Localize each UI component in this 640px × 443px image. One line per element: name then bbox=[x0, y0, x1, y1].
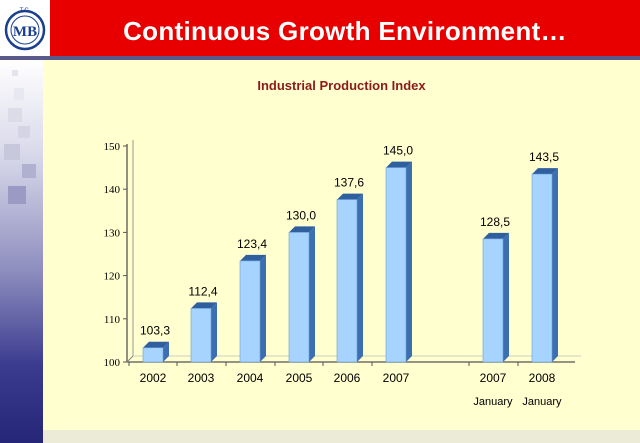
bar-side-face bbox=[163, 341, 169, 362]
x-tick-label: 2005 bbox=[286, 371, 313, 385]
y-tick-label: 150 bbox=[104, 141, 121, 153]
ministry-logo-icon: T.C. MB bbox=[4, 8, 46, 51]
x-tick-label: 2004 bbox=[237, 371, 264, 385]
bar bbox=[385, 167, 407, 363]
bar-top-face bbox=[240, 254, 266, 261]
bar bbox=[482, 238, 504, 363]
bar bbox=[288, 232, 310, 363]
y-tick-label: 130 bbox=[104, 227, 121, 239]
data-label: 123,4 bbox=[237, 237, 267, 251]
data-label: 145,0 bbox=[383, 144, 413, 158]
data-label: 112,4 bbox=[188, 284, 217, 298]
bar-top-face bbox=[483, 232, 509, 239]
page-title: Continuous Growth Environment… bbox=[123, 16, 567, 46]
bar bbox=[336, 199, 358, 363]
bar-top-face bbox=[289, 226, 315, 233]
data-label: 143,5 bbox=[529, 150, 559, 164]
header-bar: T.C. MB Continuous Growth Environment… bbox=[0, 0, 640, 56]
bar-top-face bbox=[191, 302, 217, 309]
chart-title: Industrial Production Index bbox=[257, 78, 426, 93]
bar-top-face bbox=[143, 341, 169, 348]
x-tick-label: 2007 bbox=[480, 371, 507, 385]
data-label: 130,0 bbox=[286, 208, 316, 222]
bar-side-face bbox=[357, 193, 363, 362]
bar-side-face bbox=[309, 226, 315, 362]
data-label: 128,5 bbox=[480, 215, 510, 229]
decorative-left-strip bbox=[0, 60, 43, 443]
floor-depth-line bbox=[126, 355, 134, 363]
bar-top-face bbox=[337, 193, 363, 200]
data-label: 137,6 bbox=[334, 176, 364, 190]
y-tick-label: 100 bbox=[104, 357, 121, 369]
bar bbox=[239, 260, 261, 363]
data-label: 103,3 bbox=[140, 324, 170, 338]
bar-side-face bbox=[211, 302, 217, 362]
x-tick-sublabel: January bbox=[522, 396, 562, 408]
y-tick-label: 120 bbox=[104, 271, 121, 283]
x-tick-label: 2002 bbox=[140, 371, 167, 385]
x-tick-sublabel: January bbox=[473, 396, 513, 408]
bar-side-face bbox=[260, 254, 266, 362]
x-tick-label: 2008 bbox=[529, 371, 556, 385]
logo-caption: T.C. bbox=[20, 8, 31, 14]
y-tick-label: 140 bbox=[104, 184, 121, 196]
bottom-band bbox=[43, 430, 640, 443]
bar bbox=[190, 308, 212, 363]
bar bbox=[531, 173, 553, 363]
bar-side-face bbox=[552, 168, 558, 362]
bar-top-face bbox=[532, 168, 558, 175]
x-tick-label: 2003 bbox=[188, 371, 215, 385]
header-divider bbox=[0, 56, 640, 60]
bar-side-face bbox=[406, 161, 412, 362]
bar-side-face bbox=[503, 232, 509, 362]
bar bbox=[142, 347, 164, 363]
logo-container: T.C. MB bbox=[0, 0, 50, 56]
logo-text: MB bbox=[13, 24, 37, 40]
y-tick-label: 110 bbox=[104, 314, 121, 326]
x-tick-label: 2007 bbox=[383, 371, 410, 385]
bar-top-face bbox=[386, 161, 412, 168]
x-tick-label: 2006 bbox=[334, 371, 361, 385]
